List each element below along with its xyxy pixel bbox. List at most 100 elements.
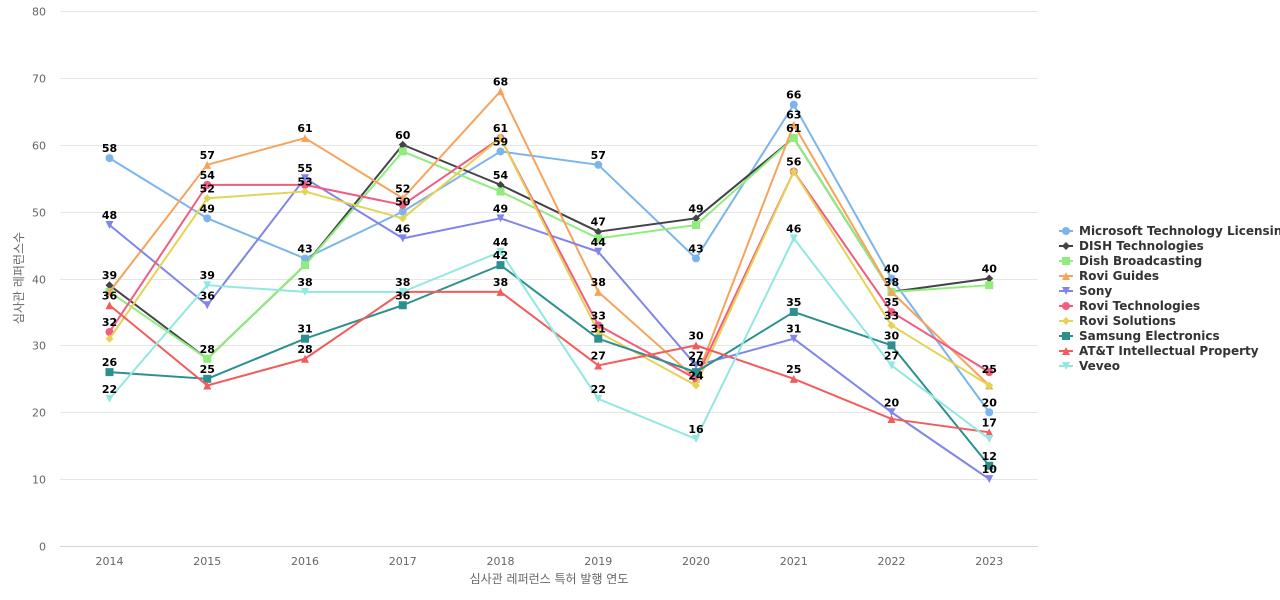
y-tick-label: 80 xyxy=(32,6,46,19)
series-line xyxy=(108,237,990,440)
series-line xyxy=(108,290,990,434)
data-label: 42 xyxy=(493,249,508,262)
data-label: 54 xyxy=(493,169,509,182)
legend-item[interactable]: AT&T Intellectual Property xyxy=(1059,344,1259,358)
series-point xyxy=(692,381,700,390)
legend-item[interactable]: Samsung Electronics xyxy=(1059,329,1220,343)
legend-item[interactable]: Rovi Solutions xyxy=(1059,314,1176,328)
data-label: 27 xyxy=(884,349,899,362)
legend-marker xyxy=(1062,302,1070,310)
series-point xyxy=(594,394,603,403)
series-point xyxy=(105,287,114,296)
data-label: 56 xyxy=(786,156,802,169)
legend-label: Sony xyxy=(1079,284,1112,298)
data-label: 38 xyxy=(884,276,899,289)
series-point xyxy=(398,287,407,296)
series-point xyxy=(496,261,505,270)
legend-item[interactable]: Rovi Guides xyxy=(1059,269,1159,283)
data-label: 35 xyxy=(786,296,801,309)
data-label: 47 xyxy=(591,216,606,229)
y-tick-label: 20 xyxy=(32,407,46,420)
data-label: 28 xyxy=(297,343,312,356)
series-point xyxy=(594,287,603,296)
series-point xyxy=(692,214,700,223)
legend-item[interactable]: DISH Technologies xyxy=(1059,239,1204,253)
legend-marker xyxy=(1062,227,1070,235)
series-line xyxy=(108,103,991,413)
data-label: 55 xyxy=(297,162,312,175)
legend-label: DISH Technologies xyxy=(1079,239,1204,253)
data-label: 66 xyxy=(786,89,802,102)
series-point xyxy=(203,301,212,310)
data-label: 25 xyxy=(786,363,801,376)
series-point xyxy=(692,341,700,350)
series-point xyxy=(203,354,212,363)
data-label: 63 xyxy=(786,109,801,122)
series-point xyxy=(692,254,700,263)
series-point xyxy=(496,87,505,96)
y-tick-label: 10 xyxy=(32,474,46,487)
legend-item[interactable]: Dish Broadcasting xyxy=(1059,254,1202,268)
series-point xyxy=(594,361,603,370)
series-line xyxy=(108,137,990,360)
legend-marker xyxy=(1062,347,1070,355)
series-point xyxy=(594,247,603,256)
data-label: 59 xyxy=(493,135,508,148)
legend-marker xyxy=(1062,242,1070,250)
series-point xyxy=(985,281,994,290)
series-point xyxy=(301,134,309,143)
data-label: 36 xyxy=(395,289,411,302)
y-tick-label: 60 xyxy=(32,140,46,153)
data-label: 20 xyxy=(884,396,900,409)
series-point xyxy=(301,334,309,343)
series-point xyxy=(496,180,505,189)
series-point xyxy=(301,254,309,263)
series-point xyxy=(301,180,309,189)
data-label: 25 xyxy=(982,363,997,376)
series-point xyxy=(692,221,700,229)
data-label: 40 xyxy=(884,263,900,276)
series-point xyxy=(594,328,603,336)
data-label: 44 xyxy=(493,236,509,249)
series-point xyxy=(398,214,407,223)
data-label: 22 xyxy=(102,383,117,396)
data-label: 10 xyxy=(982,463,998,476)
data-label: 17 xyxy=(982,416,997,429)
data-label: 33 xyxy=(591,309,606,322)
series-point xyxy=(301,187,309,196)
legend-item[interactable]: Microsoft Technology Licensing xyxy=(1059,224,1280,238)
data-label: 52 xyxy=(395,182,410,195)
series-point xyxy=(203,374,212,383)
series-point xyxy=(105,154,114,163)
series-point xyxy=(105,221,114,229)
legend-label: Rovi Technologies xyxy=(1079,299,1200,313)
series-point xyxy=(203,160,212,169)
y-tick-label: 40 xyxy=(32,274,46,287)
legend-marker xyxy=(1062,332,1070,340)
data-label: 61 xyxy=(297,122,312,135)
legend-item[interactable]: Sony xyxy=(1059,284,1112,298)
data-label: 57 xyxy=(591,149,606,162)
series-10 xyxy=(105,234,994,443)
series-point xyxy=(496,214,505,223)
legend-marker xyxy=(1062,257,1070,265)
series-point xyxy=(203,281,212,290)
series-point xyxy=(985,408,994,417)
series-point xyxy=(301,261,309,270)
data-label: 27 xyxy=(591,349,606,362)
series-point xyxy=(203,381,212,390)
data-label: 46 xyxy=(395,222,411,235)
legend-item[interactable]: Veveo xyxy=(1059,359,1120,373)
series-point xyxy=(496,147,505,156)
data-label: 43 xyxy=(297,242,312,255)
data-label: 38 xyxy=(591,276,606,289)
data-label: 50 xyxy=(395,196,411,209)
series-point xyxy=(692,435,700,443)
data-label: 46 xyxy=(786,222,802,235)
series-point xyxy=(692,368,700,377)
series-point xyxy=(789,120,798,129)
x-tick-label: 2021 xyxy=(780,555,808,568)
legend-item[interactable]: Rovi Technologies xyxy=(1059,299,1200,313)
data-label: 57 xyxy=(200,149,215,162)
data-label: 28 xyxy=(200,343,215,356)
